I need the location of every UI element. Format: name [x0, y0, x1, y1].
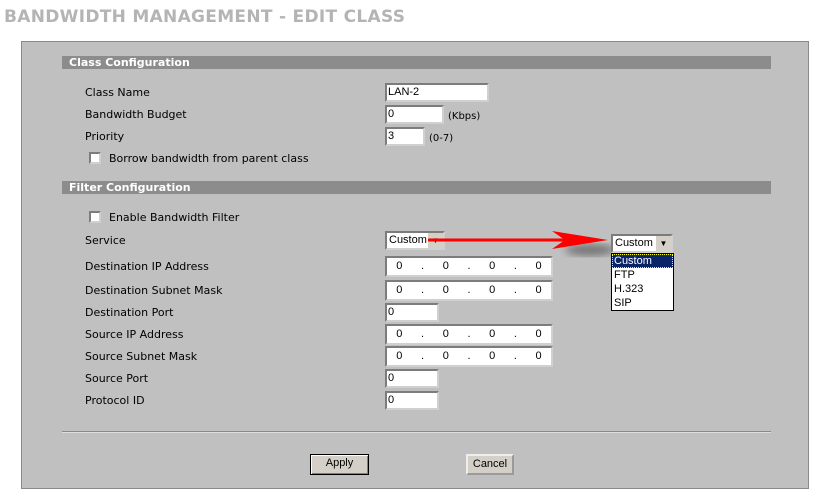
kbps-unit: (Kbps)	[448, 111, 481, 122]
src-ip-input[interactable]: 0.0.0.0	[385, 324, 553, 345]
src-port-input[interactable]: 0	[385, 369, 439, 388]
service-options-list: Custom FTP H.323 SIP	[611, 253, 674, 311]
octet[interactable]: 0	[489, 350, 496, 362]
filter-config-header: Filter Configuration	[62, 181, 771, 194]
borrow-label: Borrow bandwidth from parent class	[109, 152, 309, 165]
enable-filter-label: Enable Bandwidth Filter	[109, 211, 240, 224]
octet[interactable]: 0	[396, 328, 403, 340]
service-label: Service	[85, 234, 126, 247]
protocol-input[interactable]: 0	[385, 391, 439, 410]
priority-label: Priority	[85, 130, 125, 143]
dest-mask-input[interactable]: 0.0.0.0	[385, 280, 553, 301]
service-value: Custom	[389, 234, 427, 246]
src-mask-input[interactable]: 0.0.0.0	[385, 346, 553, 367]
dest-port-input[interactable]: 0	[385, 303, 439, 322]
edit-class-panel: Class Configuration Class Name LAN-2 Ban…	[21, 41, 809, 489]
octet[interactable]: 0	[396, 284, 403, 296]
octet[interactable]: 0	[489, 260, 496, 272]
divider	[62, 431, 771, 433]
octet[interactable]: 0	[489, 284, 496, 296]
octet[interactable]: 0	[535, 328, 542, 340]
class-name-label: Class Name	[85, 86, 150, 99]
octet[interactable]: 0	[442, 260, 449, 272]
octet[interactable]: 0	[489, 328, 496, 340]
dest-mask-label: Destination Subnet Mask	[85, 284, 223, 297]
borrow-checkbox[interactable]	[89, 152, 101, 164]
priority-input[interactable]: 3	[385, 127, 425, 146]
chevron-down-icon[interactable]: ▼	[655, 236, 671, 251]
octet[interactable]: 0	[535, 350, 542, 362]
octet[interactable]: 0	[535, 284, 542, 296]
octet[interactable]: 0	[396, 350, 403, 362]
bandwidth-budget-input[interactable]: 0	[385, 105, 444, 124]
service-value: Custom	[615, 237, 653, 249]
octet[interactable]: 0	[396, 260, 403, 272]
option-ftp[interactable]: FTP	[614, 269, 635, 281]
option-h323[interactable]: H.323	[614, 283, 644, 295]
cancel-button[interactable]: Cancel	[466, 454, 514, 475]
src-ip-label: Source IP Address	[85, 328, 184, 341]
page-title: BANDWIDTH MANAGEMENT - EDIT CLASS	[4, 7, 406, 27]
octet[interactable]: 0	[535, 260, 542, 272]
src-mask-label: Source Subnet Mask	[85, 350, 198, 363]
dest-ip-input[interactable]: 0.0.0.0	[385, 256, 553, 277]
priority-range: (0-7)	[429, 133, 454, 144]
octet[interactable]: 0	[442, 350, 449, 362]
apply-button[interactable]: Apply	[310, 454, 369, 475]
enable-filter-checkbox[interactable]	[89, 211, 101, 223]
option-custom[interactable]: Custom	[612, 254, 673, 268]
octet[interactable]: 0	[442, 328, 449, 340]
dest-port-label: Destination Port	[85, 306, 174, 319]
service-select-expanded[interactable]: Custom ▼	[611, 234, 673, 253]
dest-ip-label: Destination IP Address	[85, 260, 209, 273]
bandwidth-budget-label: Bandwidth Budget	[85, 108, 187, 121]
class-name-input[interactable]: LAN-2	[385, 83, 489, 102]
octet[interactable]: 0	[442, 284, 449, 296]
class-config-header: Class Configuration	[62, 56, 771, 69]
option-sip[interactable]: SIP	[614, 297, 632, 309]
src-port-label: Source Port	[85, 372, 149, 385]
protocol-label: Protocol ID	[85, 394, 145, 407]
